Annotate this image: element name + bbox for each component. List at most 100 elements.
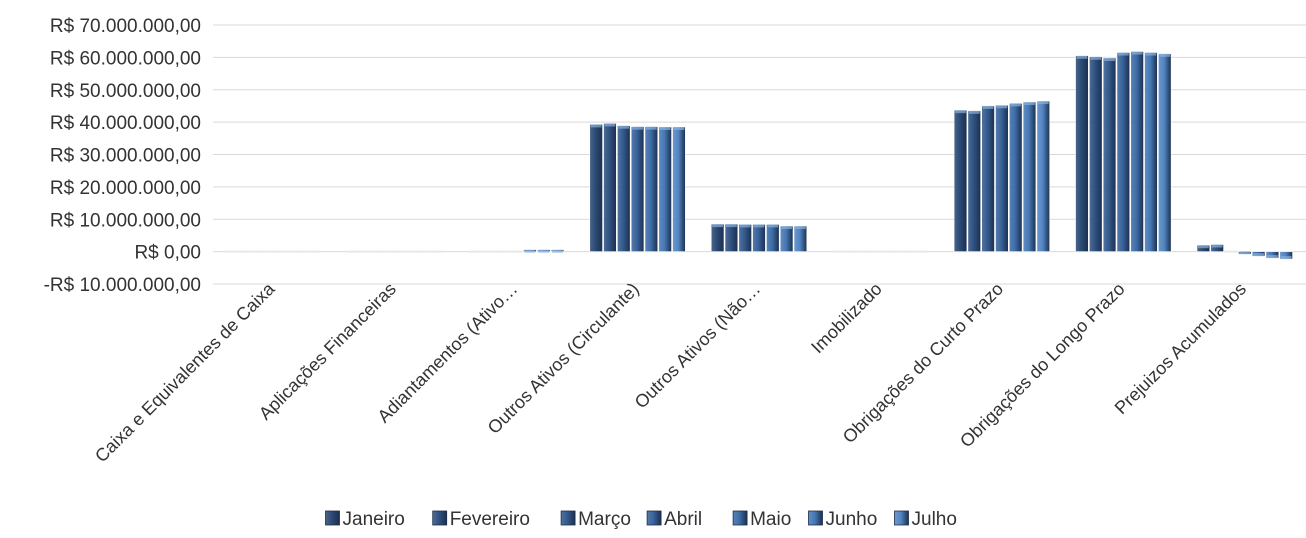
y-tick-label: R$ 30.000.000,00 bbox=[50, 146, 201, 167]
y-tick-label: -R$ 10.000.000,00 bbox=[44, 275, 201, 296]
bar bbox=[225, 250, 239, 253]
legend-swatch bbox=[325, 510, 340, 526]
bar bbox=[967, 110, 981, 252]
bar bbox=[523, 249, 537, 253]
bar bbox=[374, 250, 388, 253]
bar bbox=[672, 126, 686, 252]
legend-label: Julho bbox=[912, 509, 957, 530]
legend-item: Julho bbox=[894, 509, 957, 530]
bar bbox=[630, 126, 645, 252]
bar bbox=[1008, 103, 1023, 252]
legend-swatch bbox=[732, 510, 748, 526]
bar bbox=[901, 250, 915, 253]
bar bbox=[1279, 251, 1293, 260]
legend-label: Maio bbox=[750, 509, 791, 530]
bar bbox=[887, 250, 901, 253]
bar bbox=[995, 104, 1009, 252]
legend-label: Março bbox=[578, 509, 631, 530]
category-label: Adiantamentos (Ativo… bbox=[374, 279, 522, 427]
bar bbox=[1116, 52, 1131, 252]
y-tick-label: R$ 50.000.000,00 bbox=[50, 81, 201, 102]
bar bbox=[1224, 250, 1238, 253]
bar bbox=[509, 250, 523, 253]
category-label: Outros Ativos (Não… bbox=[631, 279, 765, 413]
bar bbox=[846, 250, 860, 253]
bar bbox=[832, 250, 846, 253]
bar bbox=[253, 250, 266, 253]
bars bbox=[225, 51, 1293, 260]
legend-item: Fevereiro bbox=[432, 509, 530, 530]
bar bbox=[1144, 52, 1158, 252]
category-label: Caixa e Equivalentes de Caixa bbox=[91, 278, 279, 466]
legend-item: Maio bbox=[732, 509, 791, 530]
x-axis-labels: Caixa e Equivalentes de CaixaAplicações … bbox=[91, 278, 1250, 466]
bar bbox=[1089, 56, 1103, 252]
bar bbox=[1075, 55, 1089, 252]
legend-label: Fevereiro bbox=[450, 509, 530, 530]
y-tick-label: R$ 40.000.000,00 bbox=[50, 113, 201, 134]
bar bbox=[793, 225, 808, 252]
legend-item: Abril bbox=[646, 509, 702, 530]
legend-label: Janeiro bbox=[343, 509, 405, 530]
bar bbox=[415, 250, 429, 253]
bar bbox=[1130, 51, 1144, 252]
bar bbox=[346, 250, 360, 253]
bar bbox=[738, 224, 752, 252]
bar bbox=[981, 105, 995, 252]
legend-label: Abril bbox=[664, 509, 702, 530]
bar bbox=[537, 249, 551, 253]
bar bbox=[360, 250, 374, 253]
bar bbox=[1022, 101, 1037, 252]
bar bbox=[603, 123, 617, 252]
bar bbox=[468, 250, 482, 253]
bar bbox=[1251, 251, 1266, 257]
legend-item: Junho bbox=[808, 509, 878, 530]
bar bbox=[860, 250, 874, 253]
legend-swatch bbox=[646, 510, 662, 526]
y-tick-label: R$ 0,00 bbox=[134, 243, 201, 264]
bar bbox=[429, 250, 443, 253]
legend-label: Junho bbox=[826, 509, 878, 530]
bar bbox=[294, 250, 308, 253]
bar bbox=[550, 249, 565, 253]
y-tick-label: R$ 70.000.000,00 bbox=[50, 16, 201, 37]
bar bbox=[1238, 251, 1252, 255]
bar bbox=[710, 223, 725, 252]
y-tick-label: R$ 20.000.000,00 bbox=[50, 178, 201, 199]
bar bbox=[874, 250, 887, 253]
category-label: Imobilizado bbox=[807, 279, 886, 358]
bar bbox=[1210, 244, 1224, 252]
bar bbox=[766, 224, 780, 252]
bar bbox=[752, 224, 766, 252]
bar bbox=[388, 250, 402, 253]
bar bbox=[644, 126, 659, 252]
bar bbox=[482, 250, 495, 253]
bar bbox=[617, 125, 631, 252]
legend-swatch bbox=[560, 510, 576, 526]
bar bbox=[402, 250, 415, 253]
bar bbox=[1102, 57, 1117, 252]
legend-swatch bbox=[894, 510, 909, 526]
bar bbox=[724, 223, 739, 252]
bar bbox=[239, 250, 253, 253]
bar bbox=[1036, 100, 1050, 252]
bar bbox=[915, 250, 929, 253]
bar bbox=[1265, 251, 1280, 259]
legend-item: Janeiro bbox=[325, 509, 405, 530]
category-label: Aplicações Financeiras bbox=[255, 279, 400, 424]
bar bbox=[495, 250, 509, 253]
legend-swatch bbox=[432, 510, 448, 526]
y-axis-ticks: -R$ 10.000.000,00 R$ 0,00 R$ 10.000.000,00… bbox=[44, 16, 201, 296]
legend: Janeiro Fevereiro Março Abril Maio Junho Julho bbox=[325, 509, 957, 530]
category-label: Prejuizos Acumulados bbox=[1111, 279, 1250, 418]
bar bbox=[280, 250, 294, 253]
legend-swatch bbox=[808, 510, 823, 526]
y-tick-label: R$ 10.000.000,00 bbox=[50, 210, 201, 231]
bar bbox=[308, 250, 322, 253]
y-tick-label: R$ 60.000.000,00 bbox=[50, 48, 201, 69]
bar bbox=[1196, 244, 1211, 252]
bar bbox=[1158, 53, 1172, 252]
bar bbox=[266, 250, 280, 253]
